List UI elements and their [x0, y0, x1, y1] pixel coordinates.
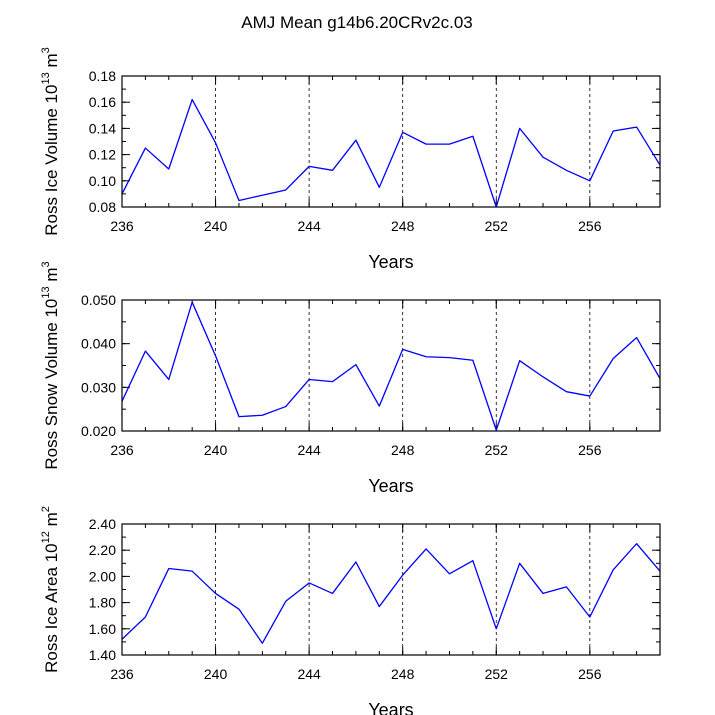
panels: 236 240 244 248 252 256 0.08 0.10 0.12 0.14 0.16 0.… [40, 47, 661, 715]
x-tick-label: 256 [578, 666, 602, 682]
x-axis-label: Years [368, 700, 413, 715]
y-tick-label: 0.14 [89, 120, 116, 136]
y-axis-label: Ross Ice Area 1012 m2 [40, 506, 61, 673]
x-tick-label: 244 [297, 666, 321, 682]
series-line [121, 543, 661, 644]
x-tick-label: 236 [110, 442, 134, 458]
x-tick-label: 248 [391, 442, 415, 458]
x-axis-label: Years [368, 476, 413, 496]
x-tick-label: 240 [204, 218, 228, 234]
x-tick-label: 240 [204, 666, 228, 682]
x-tick-label: 248 [391, 218, 415, 234]
y-tick-label: 0.040 [81, 336, 116, 352]
y-tick-label: 0.12 [89, 147, 116, 163]
x-tick-label: 244 [297, 218, 321, 234]
x-tick-label: 252 [485, 666, 509, 682]
x-tick-label: 236 [110, 666, 134, 682]
panel-2: 236 240 244 248 252 256 0.020 0.030 0.040 0.050 Ye… [40, 261, 661, 496]
x-tick-label: 252 [485, 218, 509, 234]
y-tick-label: 0.08 [89, 199, 116, 215]
y-tick-label: 0.050 [81, 292, 116, 308]
x-tick-label: 236 [110, 218, 134, 234]
series-line [121, 98, 661, 208]
y-tick-label: 2.20 [89, 542, 116, 558]
plot-frame [121, 523, 661, 656]
plot-frame [121, 299, 661, 432]
y-tick-label: 0.16 [89, 94, 116, 110]
y-tick-label: 0.020 [81, 423, 116, 439]
panel-3: 236 240 244 248 252 256 1.40 1.60 1.80 2.00 2.20 2.… [40, 506, 661, 715]
x-tick-label: 244 [297, 442, 321, 458]
x-tick-label: 256 [578, 218, 602, 234]
x-tick-label: 240 [204, 442, 228, 458]
y-tick-label: 1.60 [89, 621, 116, 637]
x-tick-label: 252 [485, 442, 509, 458]
y-axis-label: Ross Snow Volume 1013 m3 [40, 261, 61, 469]
x-axis-label: Years [368, 252, 413, 272]
y-tick-label: 0.030 [81, 379, 116, 395]
plot-frame [121, 75, 661, 208]
x-tick-label: 248 [391, 666, 415, 682]
y-tick-label: 1.80 [89, 595, 116, 611]
y-tick-label: 0.18 [89, 68, 116, 84]
y-axis-label: Ross Ice Volume 1013 m3 [40, 47, 61, 235]
series-line [121, 301, 661, 431]
y-tick-label: 0.10 [89, 173, 116, 189]
y-tick-label: 2.00 [89, 568, 116, 584]
y-tick-label: 2.40 [89, 516, 116, 532]
panel-1: 236 240 244 248 252 256 0.08 0.10 0.12 0.14 0.16 0.… [40, 47, 661, 272]
y-tick-label: 1.40 [89, 647, 116, 663]
page-title: AMJ Mean g14b6.20CRv2c.03 [241, 13, 473, 32]
x-tick-label: 256 [578, 442, 602, 458]
